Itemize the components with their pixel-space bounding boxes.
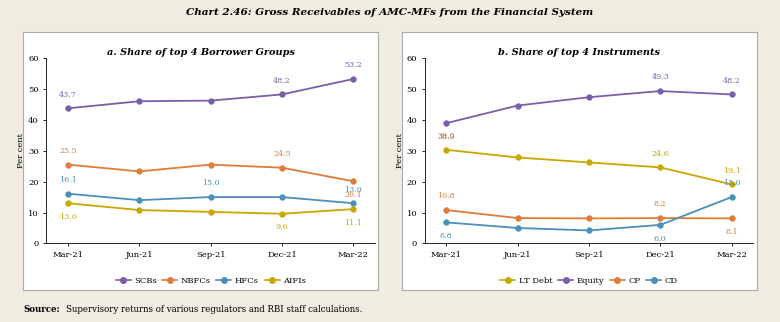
- Text: 53.2: 53.2: [345, 61, 362, 69]
- Text: a. Share of top 4 Borrower Groups: a. Share of top 4 Borrower Groups: [107, 48, 295, 57]
- Legend: LT Debt, Equity, CP, CD: LT Debt, Equity, CP, CD: [497, 274, 681, 288]
- Text: 15.0: 15.0: [723, 179, 740, 187]
- Text: b. Share of top 4 Instruments: b. Share of top 4 Instruments: [498, 48, 660, 57]
- Text: 48.2: 48.2: [723, 77, 740, 85]
- Text: 48.2: 48.2: [273, 77, 291, 85]
- Legend: SCBs, NBFCs, HFCs, AIFIs: SCBs, NBFCs, HFCs, AIFIs: [112, 274, 309, 288]
- Text: 24.6: 24.6: [651, 150, 669, 158]
- Text: 6.8: 6.8: [440, 232, 452, 240]
- Text: 25.5: 25.5: [59, 147, 76, 155]
- Text: 9.6: 9.6: [275, 223, 289, 232]
- Text: 43.7: 43.7: [59, 90, 76, 99]
- Text: 13.0: 13.0: [59, 213, 76, 221]
- Text: 19.1: 19.1: [723, 167, 740, 175]
- Text: 16.1: 16.1: [59, 176, 76, 184]
- Y-axis label: Per cent: Per cent: [395, 133, 403, 168]
- Text: 6.0: 6.0: [654, 235, 667, 242]
- Text: 24.5: 24.5: [273, 150, 291, 158]
- Text: 11.1: 11.1: [345, 219, 362, 227]
- Text: 8.2: 8.2: [654, 200, 667, 208]
- Text: Chart 2.46: Gross Receivables of AMC-MFs from the Financial System: Chart 2.46: Gross Receivables of AMC-MFs…: [186, 8, 594, 17]
- Text: 20.1: 20.1: [345, 191, 362, 199]
- Text: 13.0: 13.0: [345, 185, 362, 194]
- Text: Supervisory returns of various regulators and RBI staff calculations.: Supervisory returns of various regulator…: [66, 305, 363, 314]
- Text: 10.8: 10.8: [438, 192, 455, 200]
- Text: 15.0: 15.0: [202, 179, 219, 187]
- Text: 8.1: 8.1: [725, 228, 738, 236]
- Text: 38.9: 38.9: [438, 133, 455, 141]
- Text: 49.3: 49.3: [651, 73, 669, 81]
- Y-axis label: Per cent: Per cent: [17, 133, 25, 168]
- Text: 30.3: 30.3: [438, 132, 455, 140]
- Text: Source:: Source:: [23, 305, 60, 314]
